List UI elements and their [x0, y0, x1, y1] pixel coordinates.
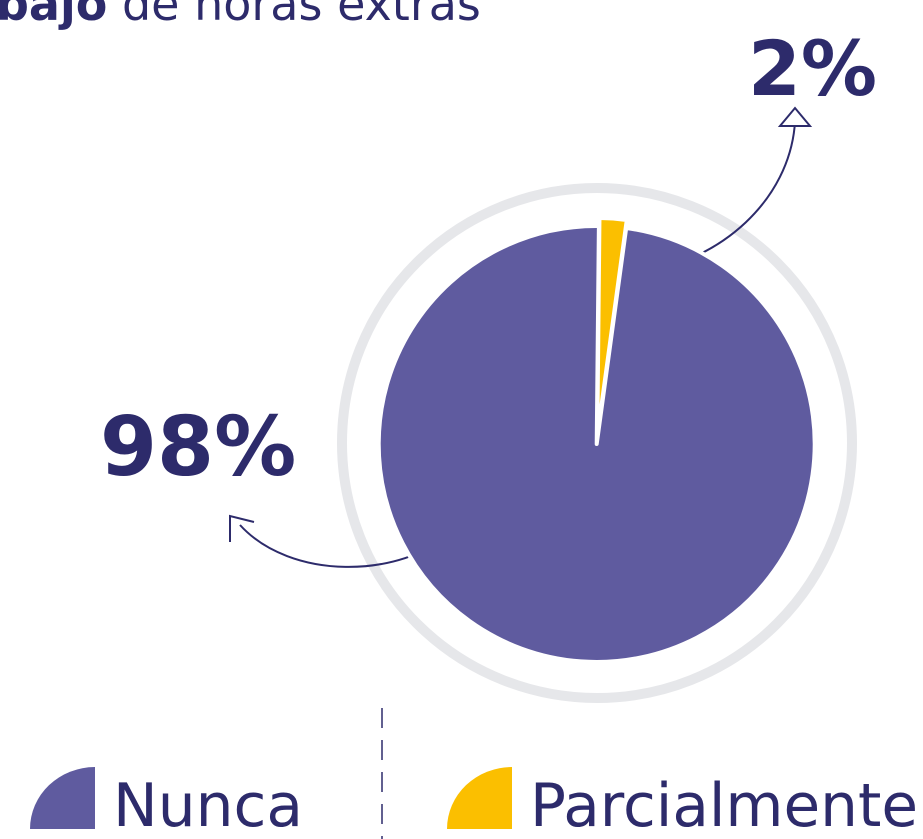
value-label: 98% [100, 400, 296, 495]
title-bold: bajo [0, 0, 107, 31]
arrow-head [229, 514, 255, 542]
outer-ring [337, 183, 857, 703]
pie [376, 216, 817, 664]
legend-swatch [447, 767, 512, 829]
title-rest: de horas extras [122, 0, 481, 31]
value-label: 2% [748, 24, 877, 113]
legend: Nunca Parcialmente [30, 767, 918, 839]
legend-label: Nunca [113, 771, 303, 839]
arrow-head [777, 106, 813, 127]
legend-swatch [30, 767, 95, 829]
legend-label: Parcialmente [530, 771, 918, 839]
pie-slice [376, 223, 817, 664]
chart-title: bajo de horas extras [0, 0, 481, 31]
